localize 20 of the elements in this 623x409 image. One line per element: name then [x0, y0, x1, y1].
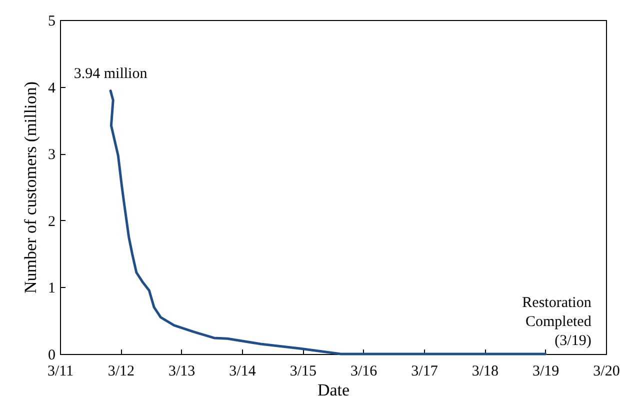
- y-tick-label: 0: [48, 348, 56, 364]
- x-tick-label: 3/17: [411, 364, 438, 380]
- y-tick-label: 1: [48, 280, 56, 297]
- x-tick-label: 3/15: [290, 364, 317, 380]
- y-tick-label: 5: [48, 14, 56, 30]
- x-tick-label: 3/12: [108, 364, 135, 380]
- annotation: Restoration Completed (3/19): [522, 295, 592, 349]
- y-axis-title: Number of customers (million): [21, 82, 40, 294]
- annotation: 3.94 million: [74, 66, 148, 82]
- x-tick-label: 3/18: [472, 364, 499, 380]
- x-tick-label: 3/20: [593, 364, 620, 380]
- x-tick-label: 3/13: [168, 364, 196, 380]
- y-tick-label: 4: [48, 80, 56, 96]
- x-tick-label: 3/19: [532, 364, 560, 380]
- x-tick-label: 3/16: [350, 364, 378, 380]
- x-tick-label: 3/11: [47, 364, 74, 380]
- y-tick-label: 3: [48, 147, 56, 164]
- x-tick-label: 3/14: [229, 364, 256, 380]
- y-tick-label: 2: [48, 214, 56, 230]
- x-axis-title: Date: [317, 380, 350, 400]
